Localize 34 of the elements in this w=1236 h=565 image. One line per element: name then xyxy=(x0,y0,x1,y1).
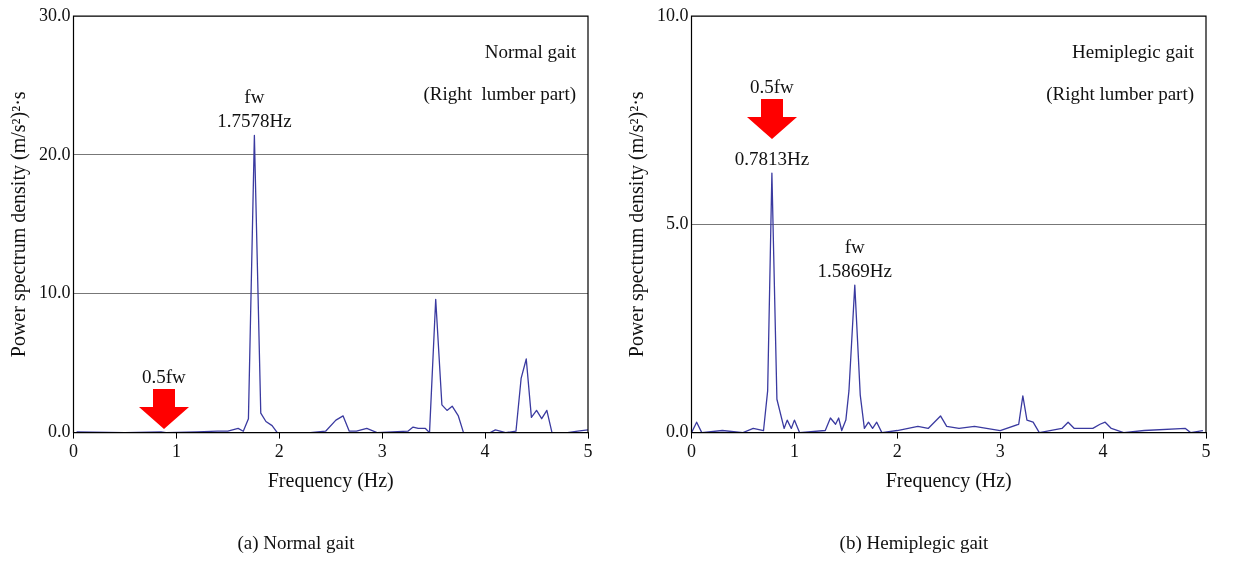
x-tick-label: 2 xyxy=(274,441,284,462)
x-tick-label: 1 xyxy=(171,441,181,462)
annotation: (Right lumber part) xyxy=(423,83,576,105)
annotation: 0.5fw xyxy=(749,76,795,98)
y-tick-label: 20.0 xyxy=(39,143,71,164)
x-tick-label: 5 xyxy=(1201,441,1211,462)
annotation: Hemiplegic gait xyxy=(1072,41,1195,62)
x-tick-label: 4 xyxy=(480,441,490,462)
annotation: fw 1.5869Hz xyxy=(817,236,892,282)
y-axis-title: Power spectrum density (m/s²)²·s xyxy=(625,91,649,358)
text: (a) Normal gait xyxy=(237,531,356,554)
text: (b) Hemiplegic gait xyxy=(839,531,990,554)
x-tick-label: 4 xyxy=(1098,441,1108,462)
y-tick-label: 10.0 xyxy=(657,4,689,25)
x-tick-label: 0 xyxy=(69,441,78,462)
x-tick-label: 0 xyxy=(687,441,696,462)
x-axis-title: Frequency (Hz) xyxy=(267,469,394,493)
annotation: (Right lumber part) xyxy=(1046,83,1194,105)
x-tick-label: 1 xyxy=(789,441,799,462)
y-axis-title: Power spectrum density (m/s²)²·s xyxy=(7,91,31,358)
y-tick-label: 30.0 xyxy=(39,4,71,25)
x-tick-label: 3 xyxy=(995,441,1005,462)
x-tick-label: 5 xyxy=(583,441,593,462)
x-tick-label: 2 xyxy=(892,441,902,462)
x-axis-title: Frequency (Hz) xyxy=(885,469,1012,493)
x-tick-label: 3 xyxy=(377,441,387,462)
annotation: Normal gait xyxy=(484,41,577,62)
y-tick-label: 10.0 xyxy=(39,282,71,303)
annotation: fw 1.7578Hz xyxy=(217,86,292,132)
y-tick-label: 0.0 xyxy=(666,421,689,442)
y-tick-label: 5.0 xyxy=(666,213,689,234)
y-tick-label: 0.0 xyxy=(48,421,71,442)
annotation: 0.7813Hz xyxy=(734,148,810,170)
annotation: 0.5fw xyxy=(142,365,187,387)
